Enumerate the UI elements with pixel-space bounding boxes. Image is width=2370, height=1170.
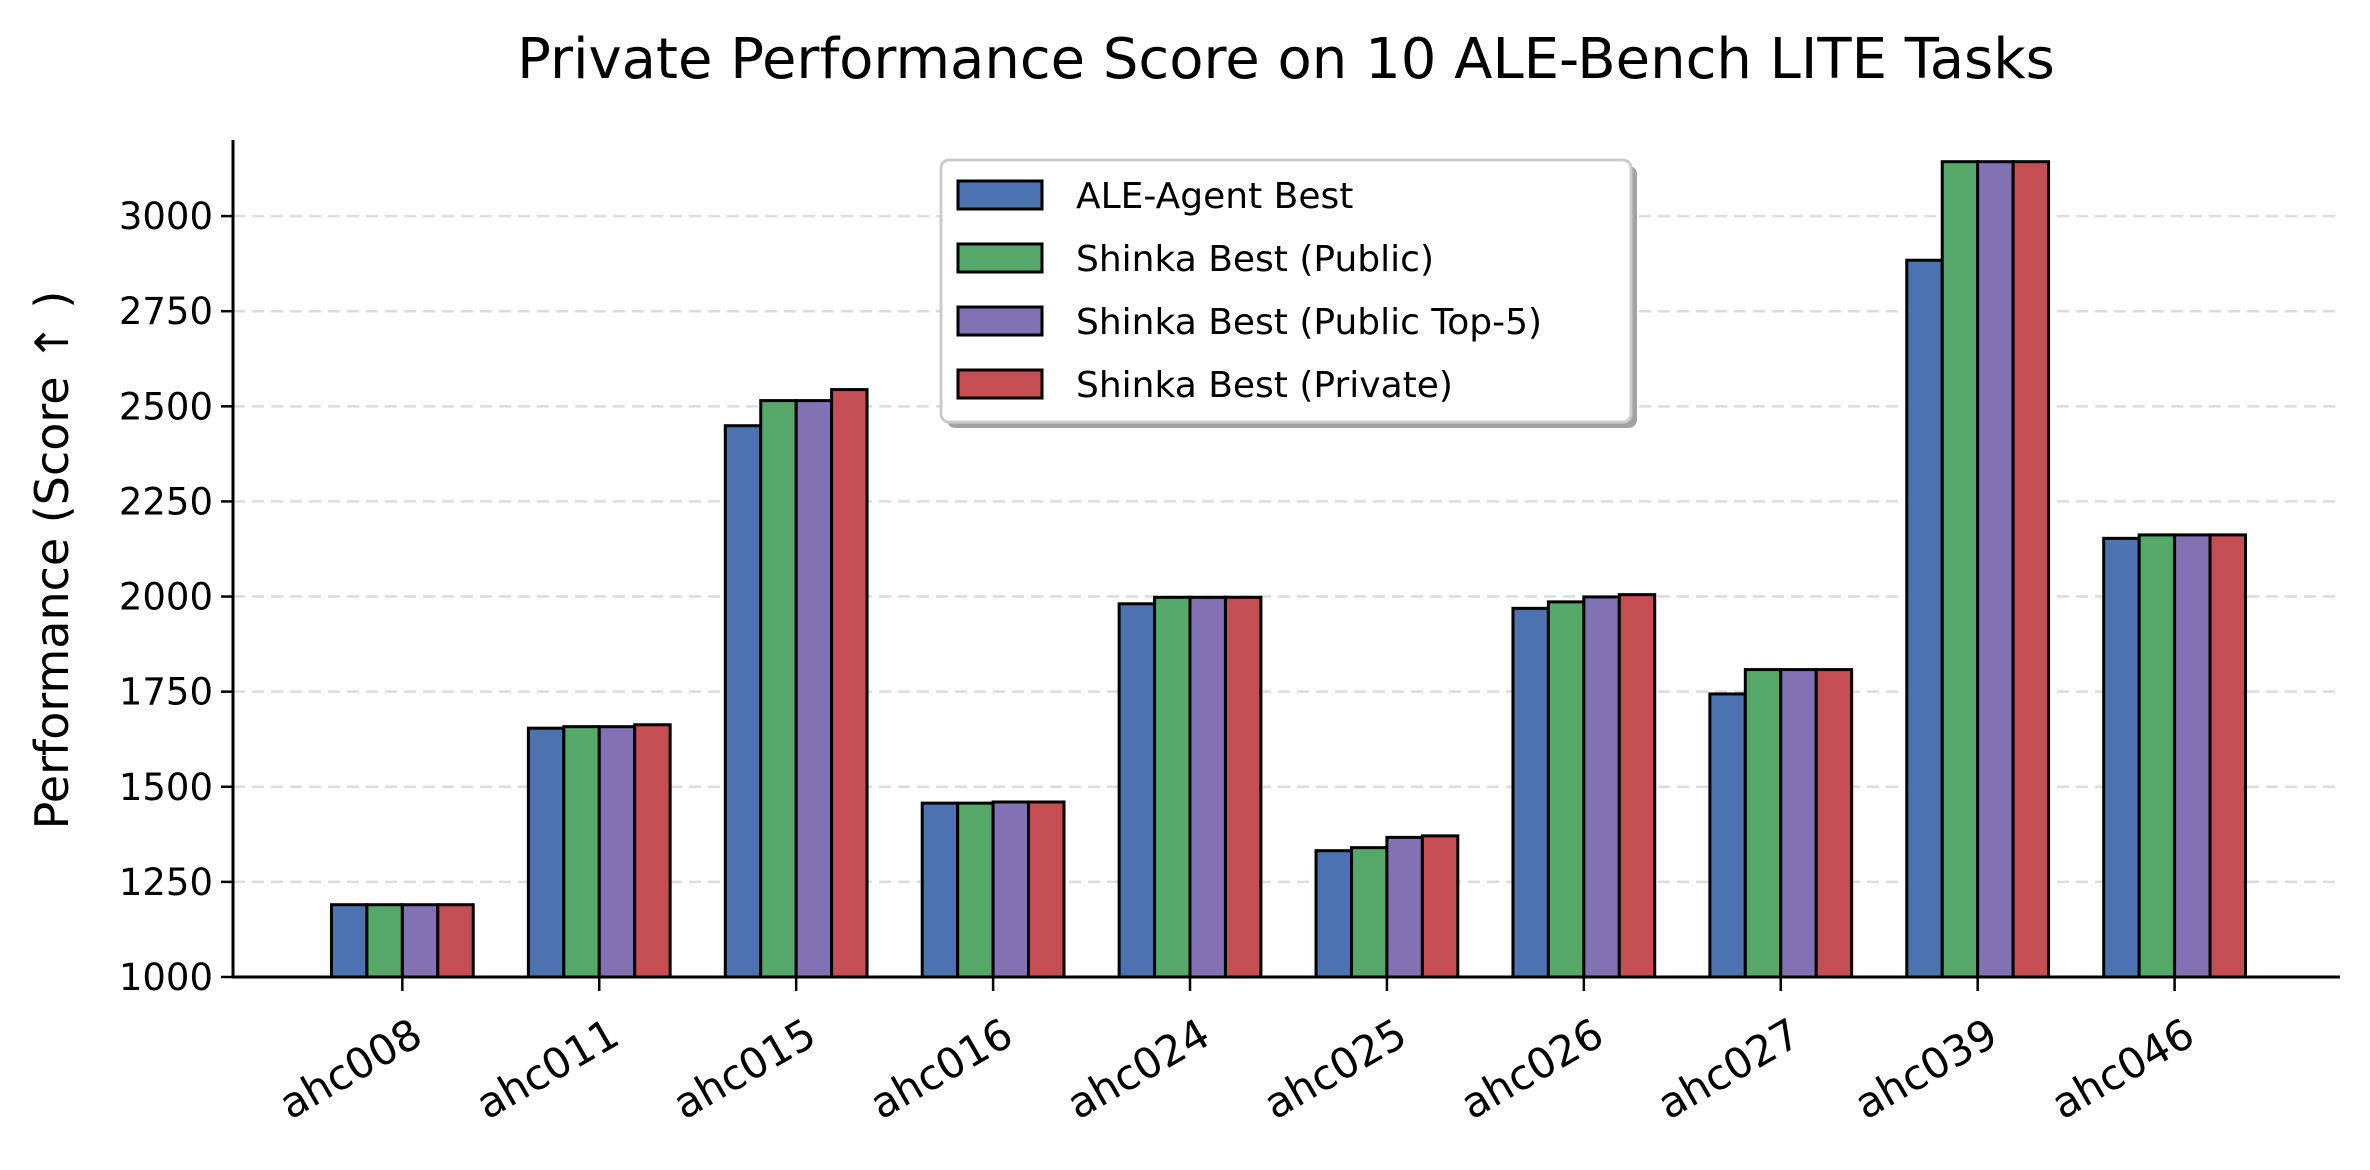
x-tick-label: ahc008 xyxy=(271,1009,430,1129)
bar-ahc011-3 xyxy=(597,725,637,979)
chart-title: Private Performance Score on 10 ALE-Benc… xyxy=(517,27,2055,92)
bar-ahc024-4 xyxy=(1223,595,1263,979)
bar-ahc011-2 xyxy=(562,725,601,979)
legend-box xyxy=(939,158,1633,424)
bar-ahc027-1 xyxy=(1708,692,1747,979)
bar-ahc025-2 xyxy=(1349,846,1389,979)
bar-ahc046-2 xyxy=(2137,533,2177,979)
legend-label: Shinka Best (Public) xyxy=(1076,239,1434,280)
bar-ahc016-1 xyxy=(920,801,960,979)
bar-ahc027-4 xyxy=(1814,668,1854,979)
y-tick-label: 1000 xyxy=(119,956,213,999)
bar-ahc024-2 xyxy=(1153,595,1192,979)
bar-ahc011-1 xyxy=(526,726,566,979)
bar-ahc016-4 xyxy=(1027,800,1066,979)
x-tick-label: ahc016 xyxy=(862,1009,1021,1129)
bar-ahc016-3 xyxy=(991,800,1031,979)
bar-ahc026-4 xyxy=(1617,593,1657,979)
x-tick-label: ahc011 xyxy=(468,1009,627,1129)
bar-ahc039-4 xyxy=(2011,160,2051,979)
bar-ahc008-2 xyxy=(365,903,404,979)
bar-ahc015-1 xyxy=(723,424,763,979)
bar-ahc025-3 xyxy=(1385,835,1424,979)
y-tick-label: 2500 xyxy=(119,385,213,428)
bar-ahc039-3 xyxy=(1976,160,2015,979)
bar-ahc008-4 xyxy=(436,903,475,979)
bar-ahc015-3 xyxy=(794,399,834,979)
legend-label: ALE-Agent Best xyxy=(1076,176,1353,217)
bar-ahc026-2 xyxy=(1546,600,1586,979)
bar-ahc008-3 xyxy=(400,903,440,979)
y-tick-label: 1750 xyxy=(119,671,213,714)
y-tick-label: 3000 xyxy=(119,195,213,238)
legend-swatch xyxy=(956,305,1044,337)
y-tick-label: 1250 xyxy=(119,861,213,904)
bar-ahc046-3 xyxy=(2173,533,2212,979)
x-tick-label: ahc039 xyxy=(1846,1009,2005,1129)
bar-ahc015-2 xyxy=(759,399,798,979)
bar-ahc015-4 xyxy=(830,388,869,979)
y-ticks: 1000 1250 1500 1750 2000 2250 2500 2750 3000 xyxy=(119,195,233,999)
bar-ahc024-1 xyxy=(1117,602,1157,979)
bar-ahc039-2 xyxy=(1940,160,1980,979)
bar-ahc025-1 xyxy=(1314,849,1353,979)
legend: ALE-Agent Best Shinka Best (Public) Shinka… xyxy=(939,158,1637,428)
bar-ahc008-1 xyxy=(329,903,369,979)
bar-ahc027-3 xyxy=(1779,668,1818,979)
x-tick-label: ahc025 xyxy=(1255,1009,1414,1129)
bar-ahc046-1 xyxy=(2102,536,2141,979)
bar-ahc026-3 xyxy=(1582,595,1621,979)
legend-swatch xyxy=(956,179,1044,211)
bar-ahc027-2 xyxy=(1743,668,1783,979)
x-tick-label: ahc027 xyxy=(1649,1009,1808,1129)
y-tick-label: 2250 xyxy=(119,480,213,523)
x-tick-label: ahc024 xyxy=(1058,1009,1217,1129)
legend-swatch xyxy=(956,242,1044,274)
y-axis-label: Performance (Score ↑ ) xyxy=(25,291,79,830)
x-tick-label: ahc046 xyxy=(2043,1009,2202,1129)
bar-ahc011-4 xyxy=(633,723,672,979)
y-tick-label: 2750 xyxy=(119,290,213,333)
bar-ahc026-1 xyxy=(1511,606,1550,979)
axes xyxy=(231,140,2340,979)
x-tick-label: ahc026 xyxy=(1452,1009,1611,1129)
bar-ahc025-4 xyxy=(1420,834,1460,979)
x-ticks: ahc008 ahc011 ahc015 ahc016 ahc024 ahc025 ahc0… xyxy=(271,977,2202,1129)
legend-swatch xyxy=(956,368,1044,400)
bar-ahc016-2 xyxy=(956,801,995,979)
legend-label: Shinka Best (Public Top-5) xyxy=(1076,302,1542,343)
y-tick-label: 1500 xyxy=(119,766,213,809)
y-tick-label: 2000 xyxy=(119,576,213,619)
x-tick-label: ahc015 xyxy=(665,1009,824,1129)
bar-ahc039-1 xyxy=(1905,258,1944,979)
bar-ahc024-3 xyxy=(1188,595,1227,979)
bar-ahc046-4 xyxy=(2208,533,2247,979)
legend-label: Shinka Best (Private) xyxy=(1076,365,1453,406)
